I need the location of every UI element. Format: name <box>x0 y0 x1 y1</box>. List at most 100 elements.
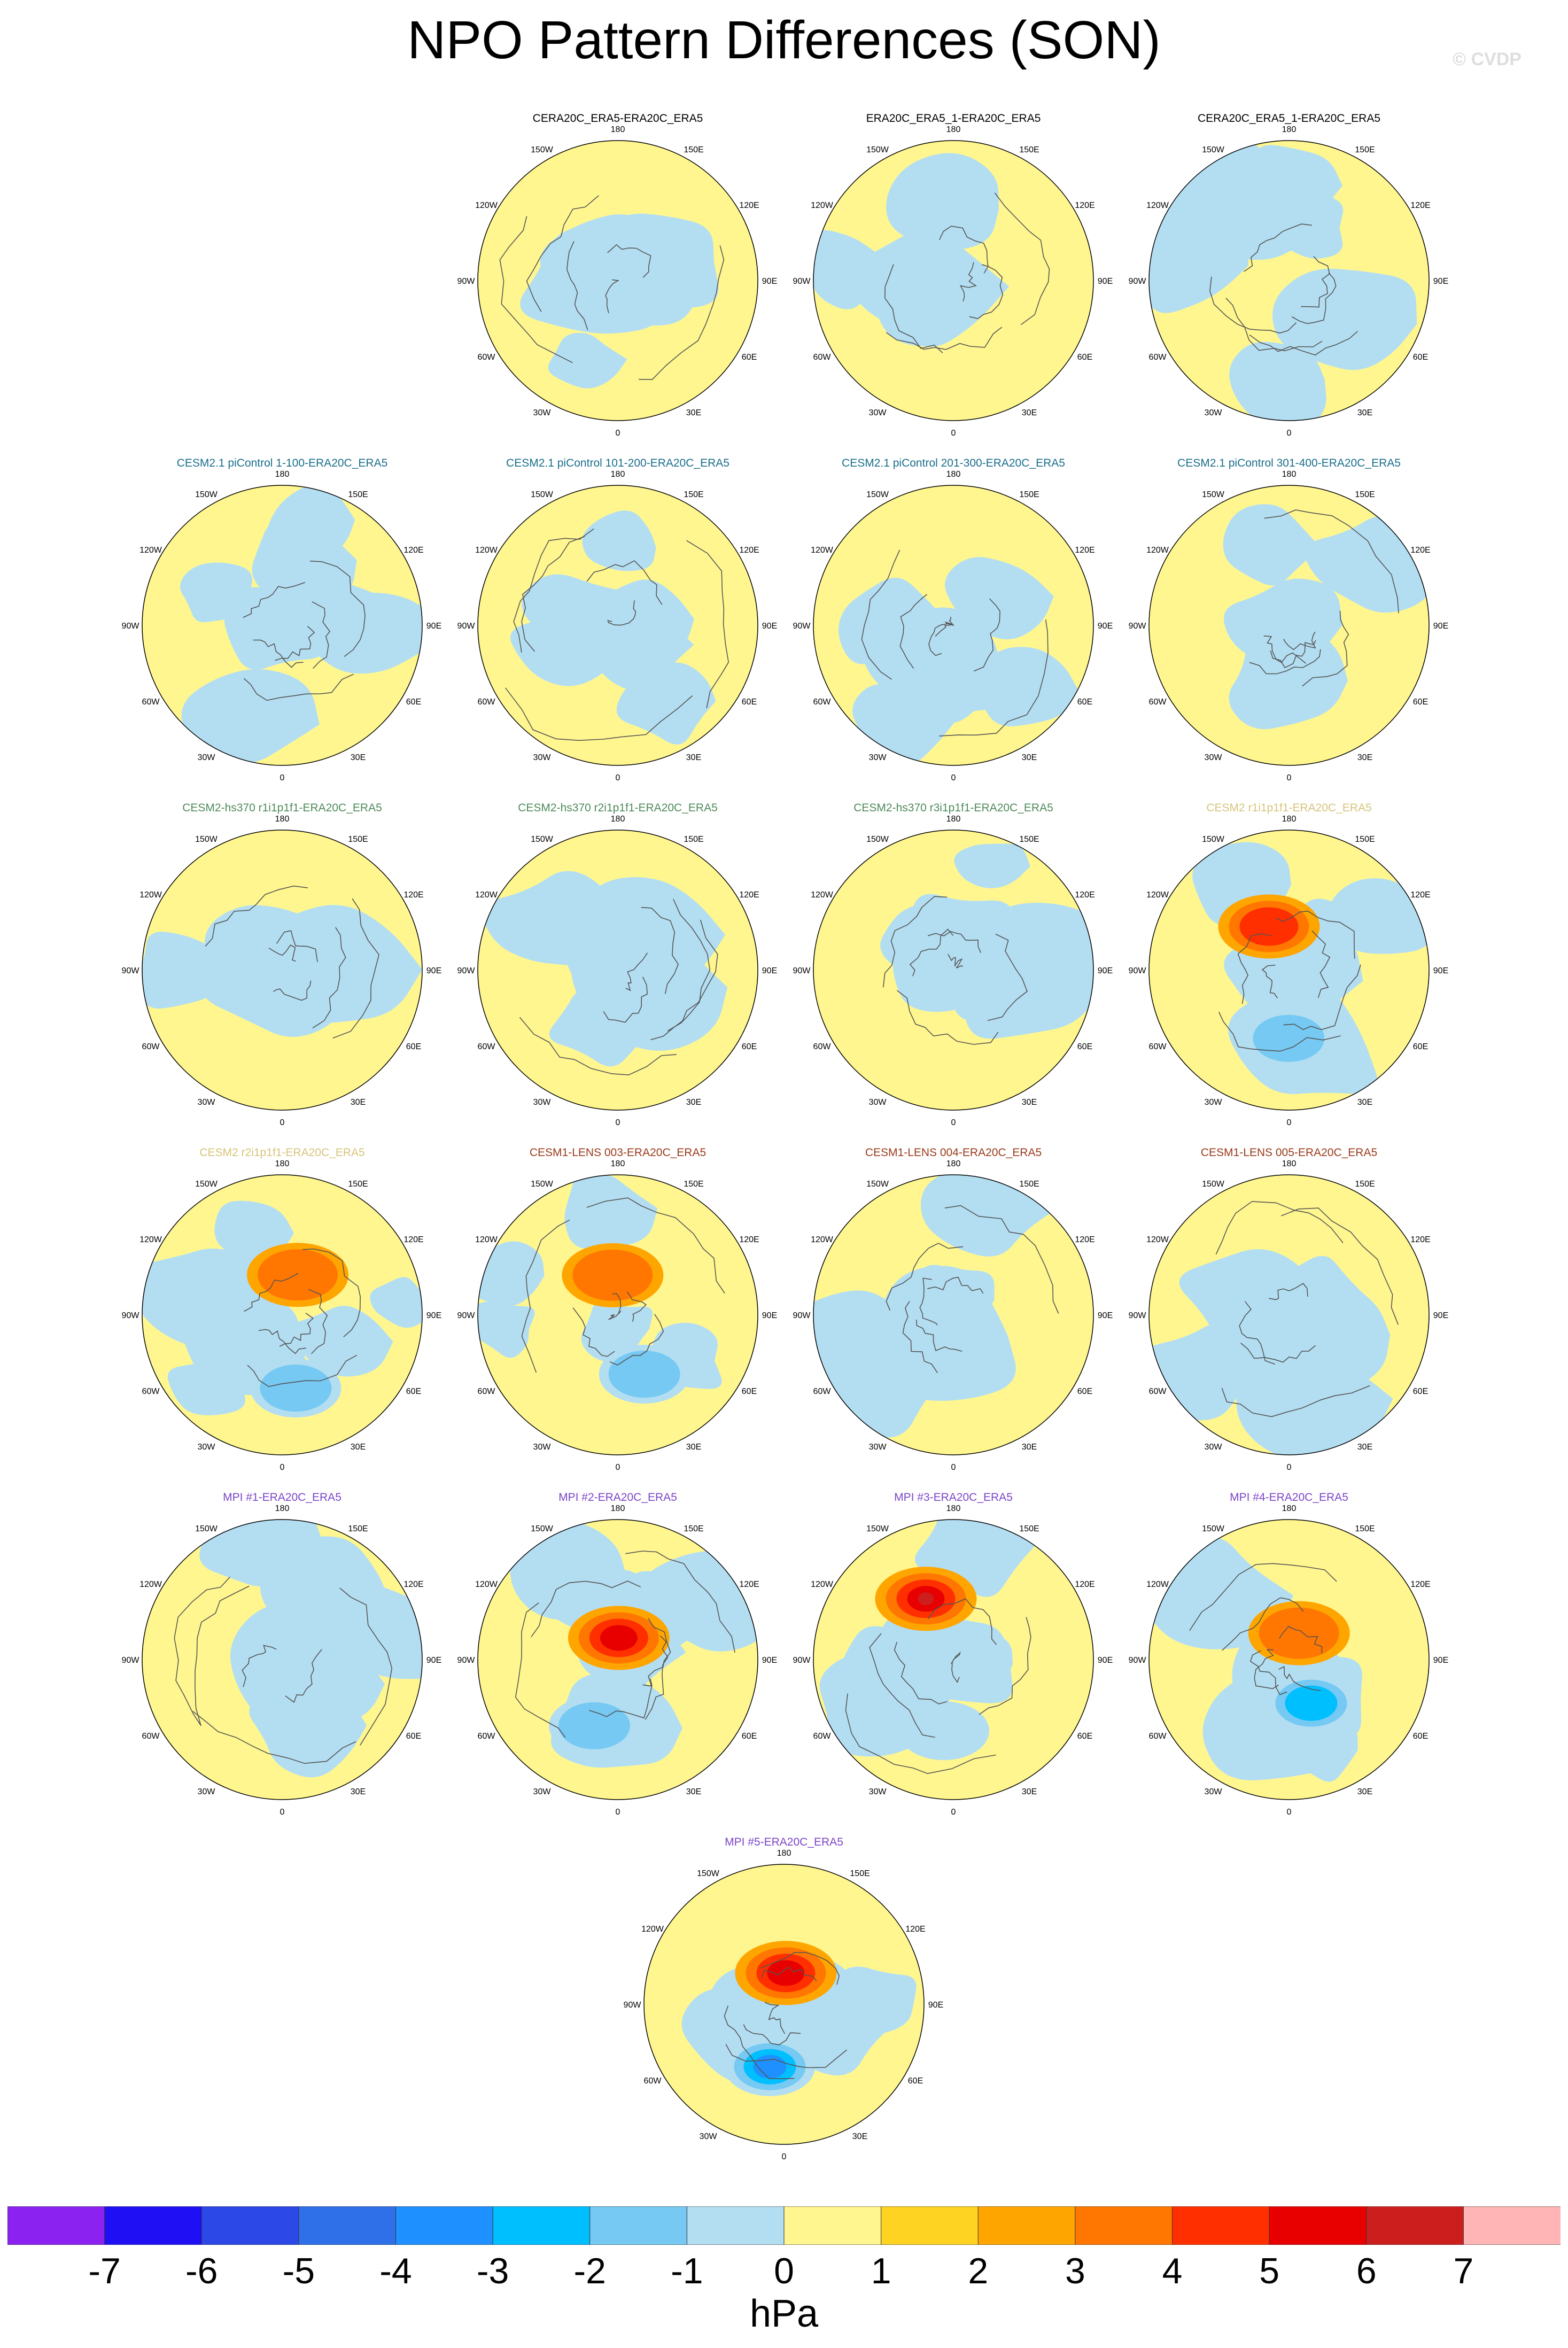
coastline <box>521 536 585 652</box>
colorbar-tick-label: 6 <box>1356 2251 1377 2291</box>
longitude-label: 30E <box>351 1787 366 1796</box>
longitude-label: 120W <box>1146 546 1169 555</box>
colorbar-swatch <box>589 2206 688 2245</box>
longitude-label: 90W <box>793 1311 811 1320</box>
longitude-label: 60E <box>406 1042 421 1051</box>
longitude-label: 120W <box>811 1235 834 1244</box>
coastline <box>604 279 619 313</box>
longitude-label: 60E <box>742 1042 757 1051</box>
longitude-label: 60E <box>1077 353 1092 362</box>
panel-title: CESM2.1 piControl 1-100-ERA20C_ERA5 <box>176 457 388 469</box>
longitude-label: 90W <box>457 277 476 286</box>
longitude-label: 120E <box>1410 1235 1430 1244</box>
polar-map: 180 150E 120E 90E 60E 30E 0 30W 60W 90W 120W 150W <box>1129 1159 1449 1472</box>
panel-title: MPI #4-ERA20C_ERA5 <box>1230 1491 1348 1504</box>
panel-title: MPI #1-ERA20C_ERA5 <box>223 1491 341 1504</box>
polar-map: 180 150E 120E 90E 60E 30E 0 30W 60W 90W 120W 150W <box>793 815 1113 1127</box>
longitude-label: 60E <box>742 1732 757 1741</box>
negative-region <box>917 1265 995 1336</box>
coastline <box>513 528 594 653</box>
negative-region <box>167 1359 245 1416</box>
longitude-label: 120W <box>1146 890 1169 900</box>
map-border <box>813 1519 1094 1800</box>
coastline <box>950 1651 961 1684</box>
coastline <box>764 2002 786 2034</box>
longitude-label: 120E <box>739 1235 759 1244</box>
coastline <box>724 2005 795 2080</box>
longitude-label: 30E <box>1022 1098 1037 1107</box>
colorbar-tick-label: -7 <box>88 2251 121 2291</box>
polar-map: 180 150E 120E 90E 60E 30E 0 30W 60W 90W 120W 150W <box>1129 470 1449 782</box>
colorbar-swatch <box>1269 2206 1367 2245</box>
longitude-label: 60E <box>1413 698 1428 707</box>
longitude-label: 180 <box>275 1159 290 1168</box>
longitude-label: 150W <box>195 835 218 844</box>
longitude-label: 120E <box>403 890 423 900</box>
longitude-label: 150E <box>348 1180 368 1189</box>
longitude-label: 90W <box>1129 277 1147 286</box>
colorbar-tick-label: 5 <box>1259 2251 1280 2291</box>
negative-region <box>850 229 1010 347</box>
longitude-label: 30W <box>1205 753 1223 762</box>
longitude-label: 120W <box>811 201 834 210</box>
coastline <box>531 1580 641 1638</box>
longitude-label: 30E <box>1357 753 1372 762</box>
map-border <box>477 140 758 421</box>
colorbar-swatch <box>977 2206 1076 2245</box>
longitude-label: 150W <box>195 490 218 499</box>
coastline <box>760 1966 817 1982</box>
longitude-label: 120W <box>1146 201 1169 210</box>
longitude-label: 150W <box>531 145 554 154</box>
longitude-label: 30W <box>1205 1098 1223 1107</box>
longitude-label: 60E <box>908 2076 923 2086</box>
longitude-label: 180 <box>946 815 961 824</box>
coastline <box>244 1273 299 1312</box>
longitude-label: 0 <box>951 773 956 782</box>
coastline <box>339 1587 393 1746</box>
polar-map: 180 150E 120E 90E 60E 30E 0 30W 60W 90W 120W 150W <box>457 815 778 1127</box>
longitude-label: 90E <box>1098 1656 1113 1665</box>
coastline <box>916 1319 962 1352</box>
panel-title: CESM2.1 piControl 201-300-ERA20C_ERA5 <box>842 457 1065 469</box>
coastline <box>1276 910 1355 959</box>
longitude-label: 120E <box>739 1580 759 1589</box>
longitude-label: 60W <box>813 1042 832 1051</box>
longitude-label: 30E <box>686 753 701 762</box>
longitude-label: 30E <box>1357 1443 1372 1452</box>
longitude-label: 90W <box>122 622 140 631</box>
longitude-label: 90W <box>793 1656 811 1665</box>
longitude-label: 180 <box>1282 1159 1297 1168</box>
coastline <box>247 1354 358 1388</box>
longitude-label: 60E <box>406 698 421 707</box>
negative-region <box>180 562 252 623</box>
map-border <box>1148 140 1430 421</box>
colorbar-swatch <box>1366 2206 1464 2245</box>
coastline <box>625 952 648 991</box>
longitude-label: 150E <box>684 145 703 154</box>
coastline <box>309 560 366 657</box>
coastline <box>894 1641 948 1704</box>
longitude-label: 90W <box>1129 966 1147 975</box>
longitude-label: 60W <box>478 698 496 707</box>
longitude-label: 90W <box>457 966 476 975</box>
coastline <box>1254 1649 1279 1690</box>
longitude-label: 60E <box>1077 1732 1092 1741</box>
longitude-label: 180 <box>611 1159 625 1168</box>
longitude-label: 0 <box>280 773 285 782</box>
colorbar-tick-label: -1 <box>671 2251 703 2291</box>
panel-title: MPI #5-ERA20C_ERA5 <box>725 1836 843 1848</box>
coastline <box>1249 1650 1287 1695</box>
longitude-label: 90E <box>426 622 441 631</box>
longitude-label: 0 <box>1287 1118 1292 1127</box>
longitude-label: 150E <box>1019 1180 1039 1189</box>
colorbar-swatch <box>298 2206 397 2245</box>
longitude-label: 0 <box>280 1463 285 1472</box>
longitude-label: 150W <box>697 1869 720 1878</box>
negative-region <box>1223 504 1321 586</box>
longitude-label: 60E <box>1413 353 1428 362</box>
coastline <box>959 262 977 302</box>
colorbar-tick-label: 0 <box>774 2251 794 2291</box>
high-anomaly <box>918 1592 934 1606</box>
colorbar-tick-label: 4 <box>1162 2251 1183 2291</box>
high-anomaly <box>1239 907 1299 946</box>
